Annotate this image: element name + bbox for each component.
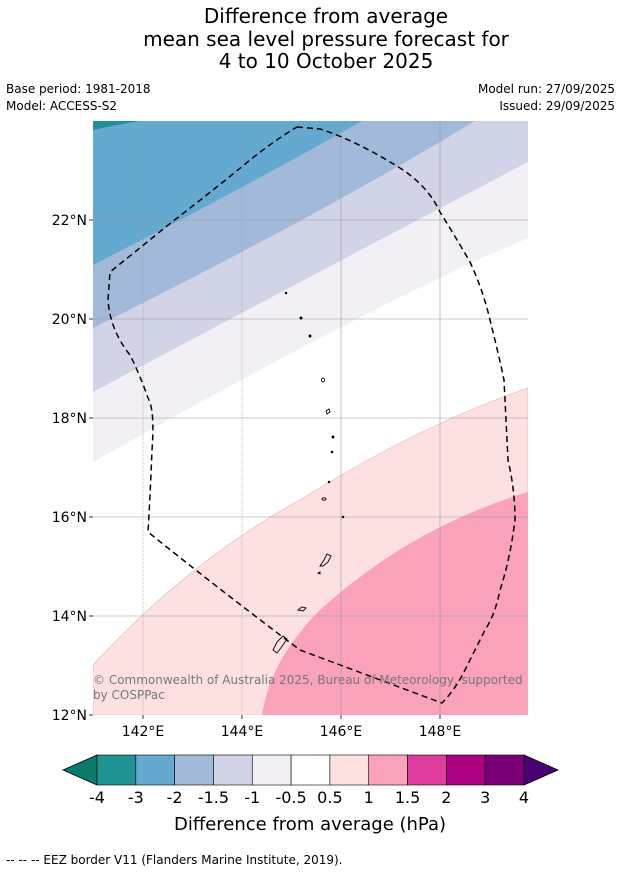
lat-label-18n: 18°N [52,411,87,427]
model-name: Model: ACCESS-S2 [6,99,118,113]
colorbar-under-arrow [62,754,98,786]
colorbar-tick-label: 4 [519,788,529,807]
eez-border [107,126,516,704]
colorbar-bin [446,754,486,786]
colorbar: -4 -3 -2 -1.5 -1 -0.5 0.5 1 1.5 2 3 4 Difference fr… [62,754,559,835]
colorbar-bin [290,754,331,786]
copyright-line-2: by COSPPac [93,688,165,702]
colorbar-tick-label: 2 [441,788,451,807]
colorbar-bin [484,754,525,786]
colorbar-bin [251,754,292,786]
title-line-3: 4 to 10 October 2025 [218,49,434,73]
colorbar-over-arrow [523,754,559,786]
pressure-anomaly-field: © Commonwealth of Australia 2025, Bureau… [93,121,528,715]
islands [272,291,345,654]
lat-label-16n: 16°N [52,510,87,526]
colorbar-bin [174,754,214,786]
title-line-2: mean sea level pressure forecast for [143,26,509,51]
colorbar-tick-label: 1.5 [395,788,420,807]
meta-right: Model run: 27/09/2025 Issued: 29/09/2025 [478,81,615,115]
copyright-line-1: © Commonwealth of Australia 2025, Bureau… [93,673,523,687]
title-line-1: Difference from average [203,4,449,28]
map-gridlines [93,121,528,715]
band-minus-2 [93,121,362,265]
colorbar-tick-label: -1.5 [198,788,229,807]
model-run: Model run: 27/09/2025 [477,82,615,96]
base-period: Base period: 1981-2018 [6,82,151,96]
axis-ticks [89,219,441,719]
colorbar-bin [368,754,408,786]
lat-label-12n: 12°N [52,708,87,724]
lon-label-146e: 146°E [320,724,363,740]
colorbar-tick-label: 1 [364,788,374,807]
lat-label-14n: 14°N [52,609,87,625]
colorbar-bin [96,754,137,786]
band-minus-3 [93,121,140,130]
latitude-labels: 22°N 20°N 18°N 16°N 14°N 12°N [52,213,87,724]
colorbar-bin [329,754,370,786]
colorbar-tick-label: 3 [480,788,490,807]
lat-label-20n: 20°N [52,312,87,328]
map-title: Difference from average mean sea level p… [0,5,621,73]
lon-label-144e: 144°E [221,724,264,740]
colorbar-tick-label: -0.5 [275,788,306,807]
meta-left: Base period: 1981-2018 Model: ACCESS-S2 [6,81,151,115]
lon-label-142e: 142°E [122,724,165,740]
colorbar-bin [407,754,447,786]
issued-date: Issued: 29/09/2025 [499,99,615,113]
colorbar-bin [213,754,253,786]
lon-label-148e: 148°E [419,724,462,740]
colorbar-tick-label: -3 [128,788,144,807]
colorbar-ticks: -4 -3 -2 -1.5 -1 -0.5 0.5 1 1.5 2 3 4 [89,788,529,807]
colorbar-tick-label: 0.5 [317,788,342,807]
eez-footer-note: -- -- -- EEZ border V11 (Flanders Marine… [6,853,343,867]
colorbar-tick-label: -2 [167,788,183,807]
colorbar-title: Difference from average (hPa) [174,814,446,835]
colorbar-tick-label: -4 [89,788,105,807]
colorbar-bins [96,754,525,786]
band-plus-1 [262,492,528,715]
longitude-labels: 142°E 144°E 146°E 148°E [122,724,462,740]
colorbar-bin [135,754,175,786]
lat-label-22n: 22°N [52,213,87,229]
colorbar-tick-label: -1 [244,788,260,807]
